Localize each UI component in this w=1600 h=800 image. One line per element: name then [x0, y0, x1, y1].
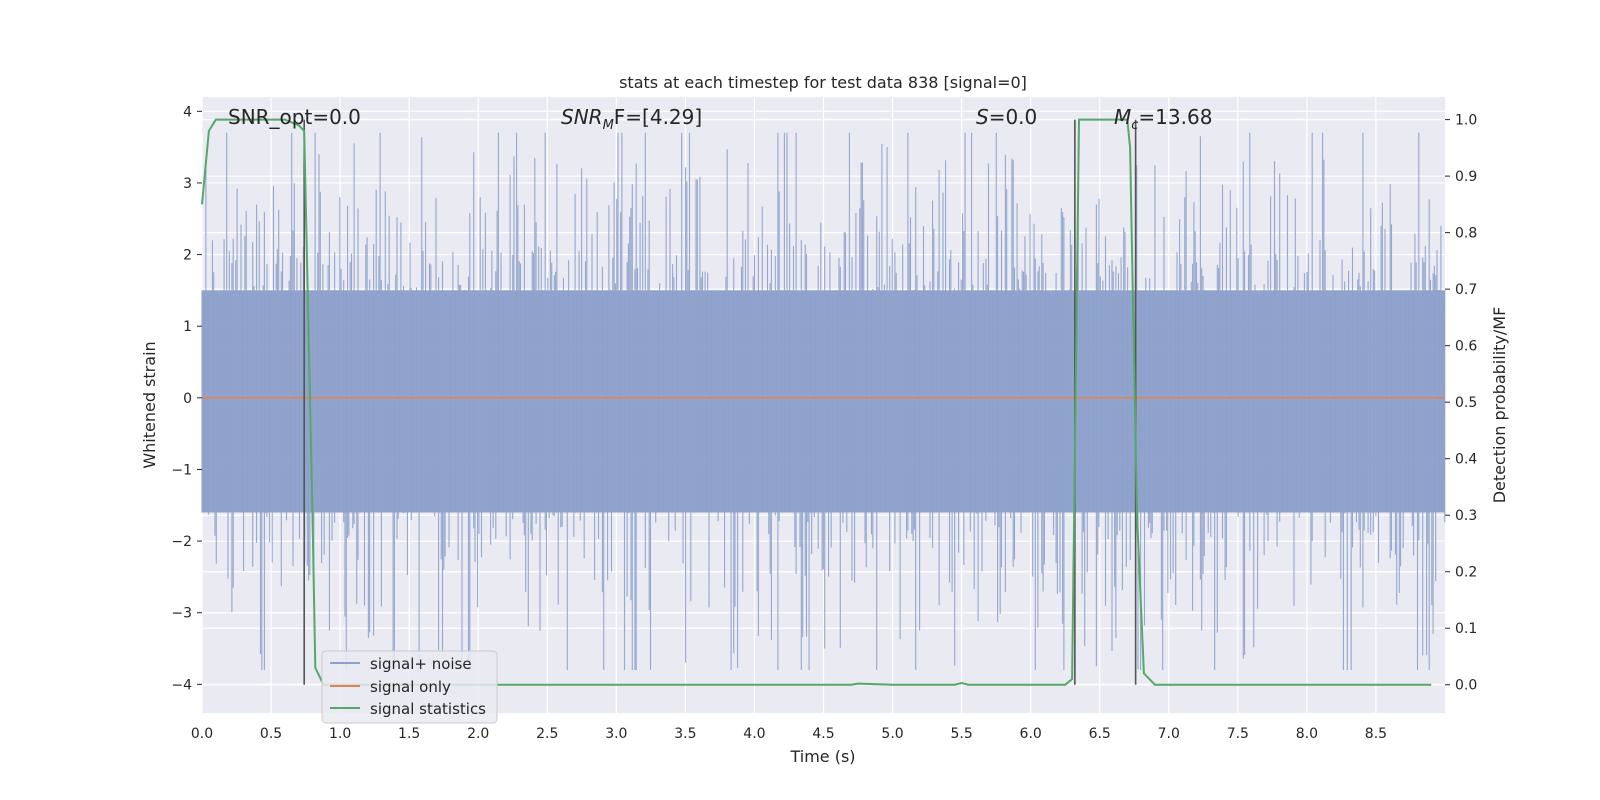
- x-tick-label: 0.5: [260, 726, 282, 742]
- annotation-snr-mf-sub: M: [603, 118, 614, 133]
- annotation-snr-mf: SNRMF=[4.29]: [561, 105, 702, 133]
- series-signal-plus-noise: [201, 132, 1446, 670]
- x-tick-label: 7.0: [1158, 726, 1180, 742]
- x-tick-label: 1.0: [329, 726, 351, 742]
- legend: signal+ noise signal only signal statist…: [321, 650, 498, 724]
- x-tick-label: 6.5: [1089, 726, 1111, 742]
- left-axis-ticks: −4 −3 −2 −1 0 1 2 3 4: [171, 104, 202, 693]
- left-tick-label: 4: [183, 104, 192, 120]
- annotation-mc: Mc=13.68: [1114, 105, 1212, 133]
- x-tick-label: 0.0: [191, 726, 213, 742]
- annotation-s-tail: =0.0: [989, 105, 1038, 129]
- x-tick-label: 4.0: [743, 726, 765, 742]
- annotation-mc-sub: c: [1131, 118, 1138, 133]
- right-tick-label: 0.9: [1455, 169, 1477, 185]
- left-axis-label: Whitened strain: [140, 341, 159, 468]
- x-tick-label: 4.5: [812, 726, 834, 742]
- left-tick-label: 1: [183, 319, 192, 335]
- x-tick-label: 7.5: [1227, 726, 1249, 742]
- right-axis-ticks: 0.0 0.1 0.2 0.3 0.4 0.5 0.6 0.7 0.8 0.9 1.0: [1445, 113, 1477, 694]
- right-tick-label: 0.3: [1455, 508, 1477, 524]
- left-tick-label: −2: [171, 534, 192, 550]
- right-tick-label: 0.7: [1455, 282, 1477, 298]
- left-tick-label: 0: [183, 391, 192, 407]
- left-tick-label: −1: [171, 462, 192, 478]
- right-tick-label: 0.5: [1455, 395, 1477, 411]
- left-tick-label: −3: [171, 606, 192, 622]
- right-tick-label: 0.8: [1455, 226, 1477, 242]
- x-tick-label: 5.5: [950, 726, 972, 742]
- annotation-s-base: S: [976, 105, 989, 129]
- legend-box: [321, 650, 498, 724]
- annotation-mc-base: M: [1114, 105, 1131, 129]
- x-axis-label: Time (s): [789, 747, 855, 766]
- left-tick-label: 3: [183, 176, 192, 192]
- annotation-snr-mf-base: SNR: [561, 105, 603, 129]
- x-tick-label: 8.5: [1365, 726, 1387, 742]
- right-tick-label: 0.4: [1455, 452, 1477, 468]
- right-tick-label: 0.2: [1455, 565, 1477, 581]
- x-tick-label: 8.0: [1296, 726, 1318, 742]
- noise-trace: [201, 132, 1446, 670]
- chart-title: stats at each timestep for test data 838…: [619, 73, 1027, 92]
- x-tick-label: 2.5: [536, 726, 558, 742]
- x-axis-ticks: 0.0 0.5 1.0 1.5 2.0 2.5 3.0 3.5 4.0 4.5 5.0 5.5 6.0 6…: [191, 726, 1387, 742]
- right-axis-label: Detection probability/MF: [1490, 307, 1509, 504]
- x-tick-label: 1.5: [398, 726, 420, 742]
- right-tick-label: 0.6: [1455, 339, 1477, 355]
- x-tick-label: 5.0: [881, 726, 903, 742]
- series-signal-statistics: [201, 118, 1432, 686]
- left-tick-label: −4: [171, 677, 192, 693]
- annotation-mc-tail: =13.68: [1138, 105, 1212, 129]
- annotation-s: S=0.0: [976, 105, 1037, 129]
- legend-label-signal-statistics: signal statistics: [370, 700, 486, 718]
- right-tick-label: 0.1: [1455, 621, 1477, 637]
- x-tick-label: 3.0: [605, 726, 627, 742]
- x-tick-label: 6.0: [1020, 726, 1042, 742]
- right-tick-label: 1.0: [1455, 113, 1477, 129]
- legend-label-signal-only: signal only: [370, 678, 451, 696]
- signal-statistics-line: [201, 118, 1432, 686]
- left-tick-label: 2: [183, 248, 192, 264]
- annotation-snr-mf-tail: F=[4.29]: [614, 105, 702, 129]
- x-tick-label: 3.5: [674, 726, 696, 742]
- annotation-snr-opt: SNR_opt=0.0: [228, 105, 361, 129]
- right-tick-label: 0.0: [1455, 678, 1477, 694]
- legend-label-signal-plus-noise: signal+ noise: [370, 655, 472, 673]
- x-tick-label: 2.0: [467, 726, 489, 742]
